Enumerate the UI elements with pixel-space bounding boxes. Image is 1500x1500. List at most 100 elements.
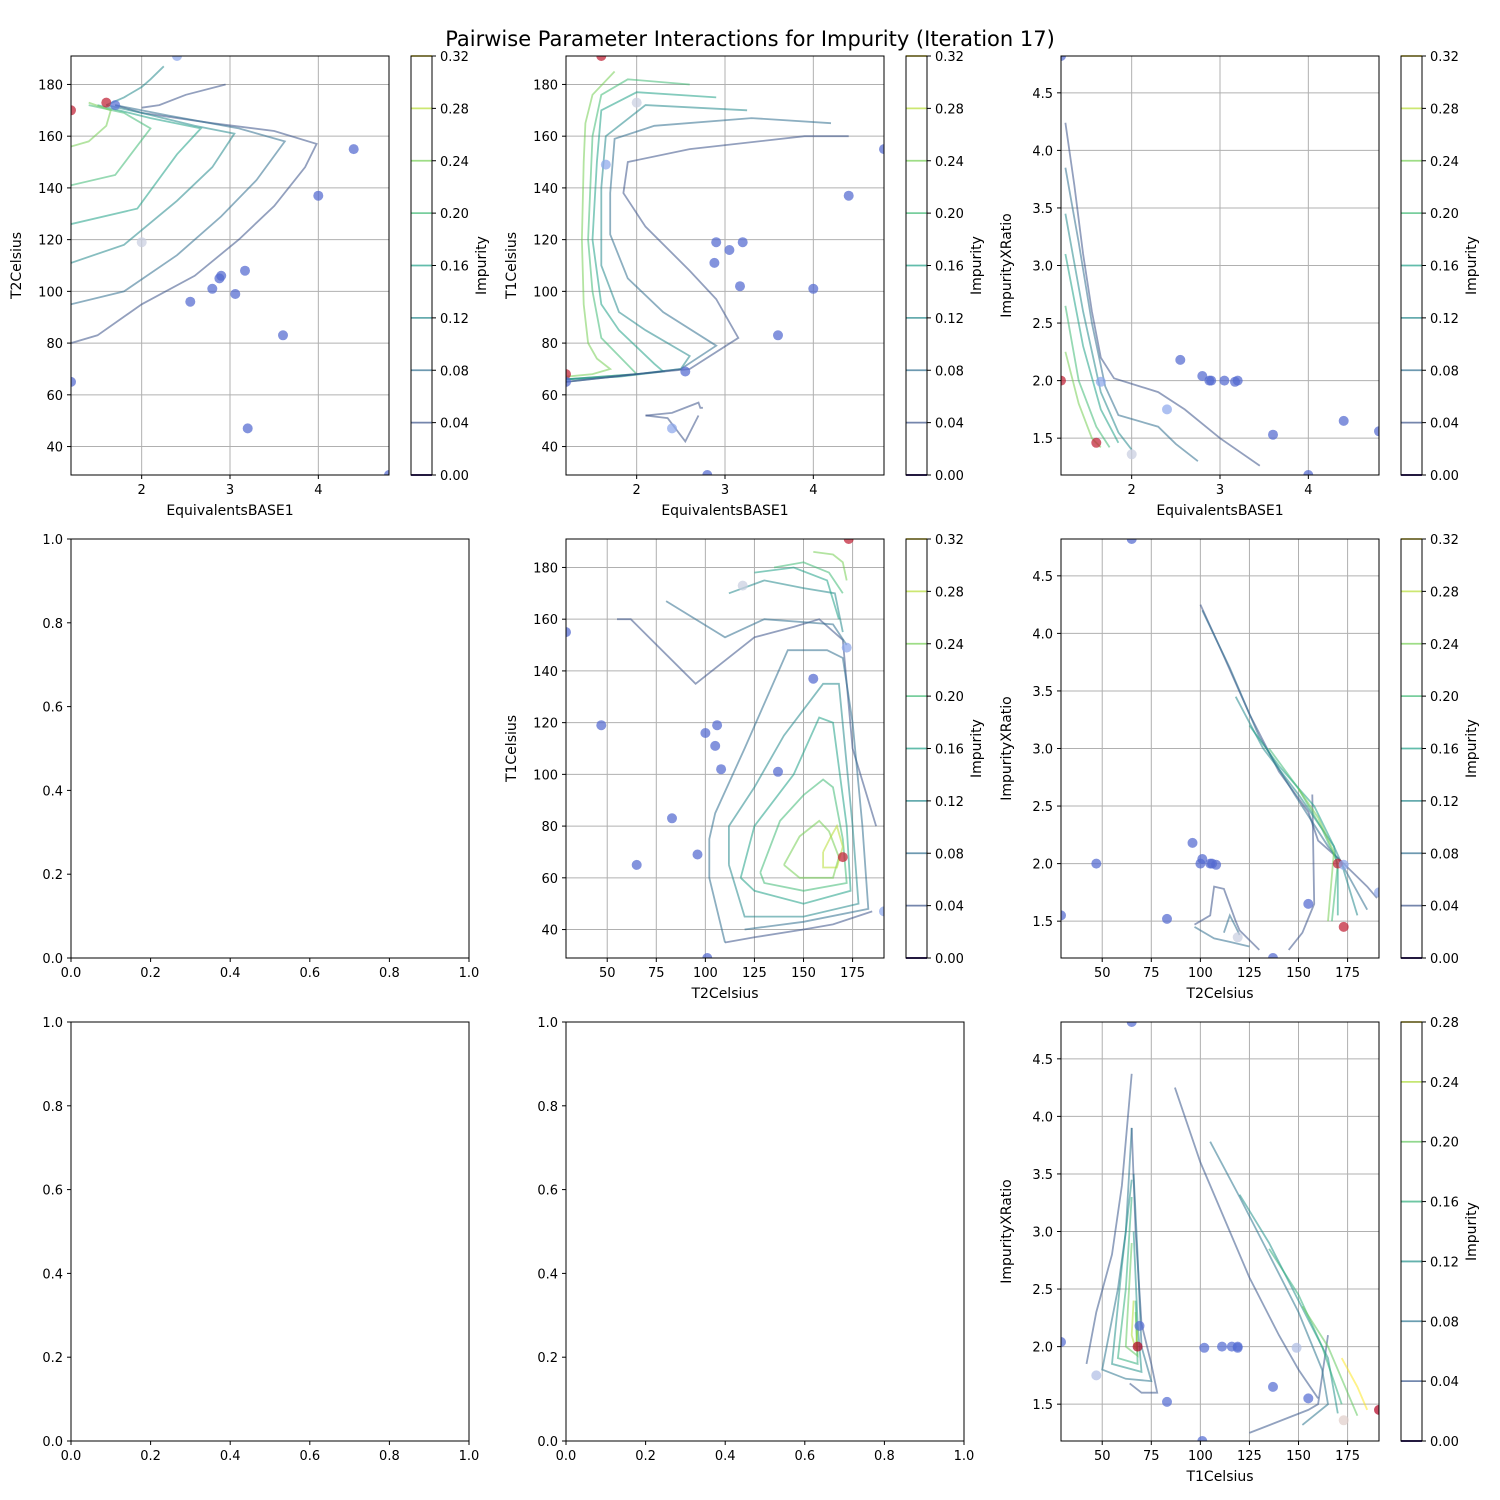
colorbar-tick-label: 0.24	[1430, 1076, 1459, 1091]
scatter-point	[1232, 375, 1243, 386]
contour-line	[822, 823, 844, 869]
x-axis-label: T2Celsius	[1185, 986, 1253, 1002]
x-tick-label: 3	[1216, 483, 1224, 498]
axes-frame	[70, 1021, 470, 1442]
colorbar-tick-label: 0.12	[1430, 795, 1459, 810]
scatter-point	[240, 265, 250, 276]
scatter-point	[1197, 854, 1208, 864]
colorbar-label: Impurity	[474, 236, 490, 295]
contour-line	[1111, 1179, 1143, 1374]
scatter-point	[1162, 404, 1172, 415]
x-tick-label: 75	[1143, 966, 1160, 981]
colorbar-tick-label: 0.28	[1430, 585, 1459, 600]
x-tick-label: 1.0	[459, 1449, 480, 1464]
y-tick-label: 120	[38, 234, 63, 249]
x-tick-label: 0.0	[61, 1449, 82, 1464]
scatter-point	[712, 720, 723, 731]
figure-title: Pairwise Parameter Interactions for Impu…	[445, 27, 1055, 51]
contour-line	[566, 70, 616, 378]
scatter-point	[1197, 1436, 1208, 1441]
colorbar-tick-label: 0.04	[935, 417, 964, 432]
colorbar-tick-label: 0.28	[935, 585, 964, 600]
axis-ticks: 2 3 4 40 60 80 100 120 140 160 180	[38, 56, 389, 498]
contour-line	[773, 561, 844, 594]
y-tick-label: 3.5	[1032, 685, 1053, 700]
scatter-point	[172, 56, 182, 61]
scatter-point	[1338, 1415, 1349, 1426]
y-axis-label: ImpurityXRatio	[999, 213, 1015, 317]
axis-ticks: 0.0 0.2 0.4 0.6 0.8 1.0 0.0 0.2 0.4 0.6 0.8 1.0	[537, 1016, 974, 1464]
x-tick-label: 2	[1128, 483, 1136, 498]
contour-line	[1174, 1087, 1319, 1399]
y-tick-label: 0.2	[537, 1351, 558, 1366]
scatter-point	[737, 580, 748, 591]
x-tick-label: 0.2	[140, 966, 161, 981]
colorbar-label: Impurity	[969, 236, 985, 295]
y-tick-label: 0.0	[537, 1435, 558, 1450]
x-axis-label: EquivalentsBASE1	[661, 503, 788, 519]
x-tick-label: 0.4	[220, 966, 241, 981]
contour-line	[1199, 604, 1378, 899]
scatter-point	[313, 190, 324, 201]
colorbar-tick-label: 0.20	[935, 690, 964, 705]
x-tick-label: 100	[693, 966, 718, 981]
y-tick-label: 1.0	[42, 533, 63, 548]
contour-line	[813, 551, 848, 581]
panel-row2-col1: 0.0 0.2 0.4 0.6 0.8 1.0 0.0 0.2 0.4 0.6 0.8 1.0	[42, 533, 479, 981]
x-tick-label: 2	[138, 483, 146, 498]
scatter-point	[1197, 371, 1208, 381]
y-tick-label: 4.0	[1032, 144, 1053, 159]
x-tick-label: 100	[1188, 966, 1213, 981]
x-tick-label: 75	[1143, 1449, 1160, 1464]
axes-frame	[565, 538, 885, 959]
colorbar-tick-label: 0.20	[935, 207, 964, 222]
y-tick-label: 1.5	[1032, 1398, 1053, 1413]
contour-lines	[1064, 122, 1261, 467]
contour-line	[1301, 1305, 1359, 1417]
x-tick-label: 125	[1237, 1449, 1262, 1464]
scatter-point	[879, 144, 884, 155]
colorbar-tick-label: 0.08	[935, 847, 964, 862]
colorbar-tick-label: 0.32	[440, 50, 469, 65]
contour-line	[728, 579, 844, 633]
scatter-point	[1232, 932, 1243, 943]
y-tick-label: 80	[541, 820, 558, 835]
contour-line	[1209, 1141, 1329, 1426]
scatter-point	[1303, 1393, 1314, 1404]
y-tick-label: 140	[533, 665, 558, 680]
x-tick-label: 0.6	[299, 966, 320, 981]
scatter-point	[702, 470, 713, 475]
contour-line	[105, 65, 165, 106]
scatter-point	[1061, 1337, 1066, 1347]
scatter-point	[773, 766, 783, 777]
colorbar-tick-label: 0.00	[935, 469, 964, 484]
scatter-point	[1211, 859, 1222, 870]
contour-lines	[1194, 604, 1378, 951]
colorbar: 0.00 0.04 0.08 0.12 0.16 0.20 0.24 0.28 0.32 Impu…	[1400, 50, 1480, 484]
y-tick-label: 4.0	[1032, 627, 1053, 642]
scatter-point	[1134, 1320, 1145, 1331]
y-tick-label: 160	[533, 613, 558, 628]
colorbar-tick-label: 0.16	[935, 260, 964, 275]
colorbar: 0.00 0.04 0.08 0.12 0.16 0.20 0.24 0.28 0.32 Impu…	[905, 50, 985, 484]
scatter-point	[136, 237, 147, 248]
y-tick-label: 0.6	[42, 1184, 63, 1199]
contour-line	[783, 819, 840, 879]
axis-ticks: 0.0 0.2 0.4 0.6 0.8 1.0 0.0 0.2 0.4 0.6 0.8 1.0	[42, 1016, 479, 1464]
x-tick-label: 1.0	[954, 1449, 975, 1464]
contour-line	[1085, 1073, 1133, 1365]
scatter-point	[110, 100, 121, 111]
contour-line	[1268, 1248, 1343, 1405]
colorbar-tick-label: 0.20	[1430, 207, 1459, 222]
panel-row2-col2: 50 75 100 125 150 175 40 60 80 100 120 140 160 180 T2C…	[504, 533, 985, 1002]
scatter-point	[71, 105, 76, 116]
y-tick-label: 3.5	[1032, 202, 1053, 217]
axis-ticks: 0.0 0.2 0.4 0.6 0.8 1.0 0.0 0.2 0.4 0.6 0.8 1.0	[42, 533, 479, 981]
colorbar-tick-label: 0.28	[935, 102, 964, 117]
axes-frame	[1060, 55, 1380, 476]
y-tick-label: 40	[541, 441, 558, 456]
x-tick-label: 0.4	[715, 1449, 736, 1464]
contour-line	[1238, 1194, 1339, 1414]
x-tick-label: 150	[1286, 966, 1311, 981]
contour-line	[728, 682, 860, 918]
